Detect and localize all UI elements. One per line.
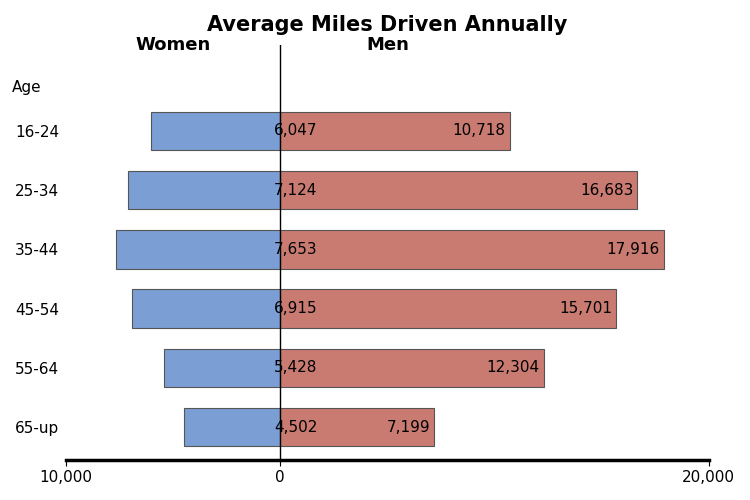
Text: 10,718: 10,718 (452, 124, 506, 138)
Text: Women: Women (136, 36, 211, 54)
Bar (164, 348, 280, 387)
Text: 12,304: 12,304 (486, 360, 539, 376)
Text: 16,683: 16,683 (580, 182, 633, 198)
Title: Average Miles Driven Annually: Average Miles Driven Annually (207, 15, 568, 35)
Bar (280, 230, 664, 268)
Text: 15,701: 15,701 (560, 301, 612, 316)
Bar (280, 348, 544, 387)
Bar (184, 408, 280, 447)
Text: 7,124: 7,124 (274, 182, 317, 198)
Text: 5,428: 5,428 (274, 360, 317, 376)
Bar (280, 171, 638, 209)
Bar (151, 112, 280, 150)
Text: 4,502: 4,502 (274, 420, 317, 434)
Bar (128, 171, 280, 209)
Text: 17,916: 17,916 (606, 242, 659, 257)
Text: 6,047: 6,047 (274, 124, 317, 138)
Bar (280, 408, 434, 447)
Bar (132, 290, 280, 328)
Text: 7,653: 7,653 (274, 242, 317, 257)
Text: 6,915: 6,915 (274, 301, 317, 316)
Text: Age: Age (11, 80, 41, 94)
Bar (280, 290, 616, 328)
Text: Men: Men (366, 36, 409, 54)
Bar (116, 230, 280, 268)
Text: 7,199: 7,199 (386, 420, 430, 434)
Bar (280, 112, 510, 150)
